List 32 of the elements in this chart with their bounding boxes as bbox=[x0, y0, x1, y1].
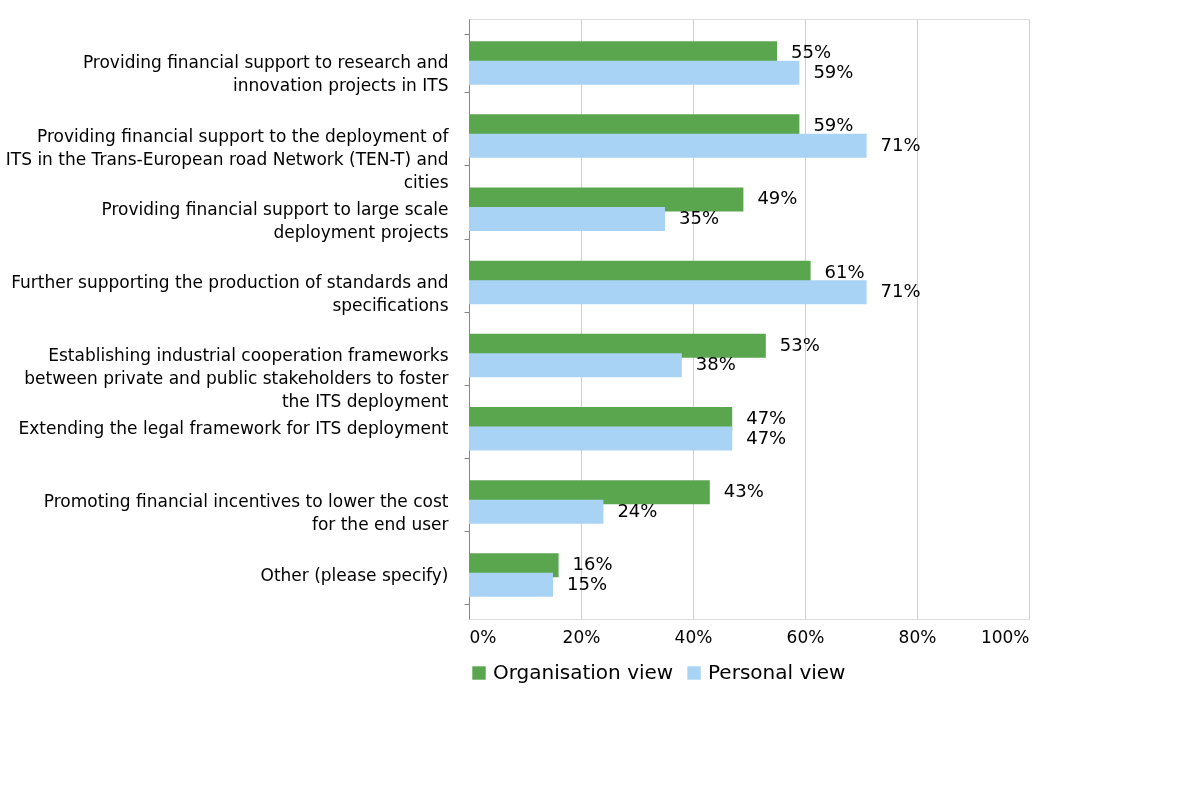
y-tick-label: Promoting financial incentives to lower the cost for the end user bbox=[43, 491, 449, 535]
data-label: 53% bbox=[779, 333, 820, 355]
data-label: 71% bbox=[880, 280, 921, 302]
x-tick-label: 0% bbox=[469, 626, 497, 647]
data-label: 71% bbox=[880, 133, 921, 155]
data-label: 59% bbox=[813, 60, 854, 82]
y-tick-label: Establishing industrial cooperation frameworks between private and public stakeholders to foster the ITS deployment bbox=[24, 345, 449, 412]
x-tick-label: 20% bbox=[562, 626, 601, 647]
x-tick-label: 100% bbox=[980, 626, 1030, 647]
y-tick-label: Extending the legal framework for ITS deployment bbox=[18, 418, 449, 439]
data-label: 35% bbox=[679, 207, 720, 228]
x-tick-label: 40% bbox=[674, 626, 713, 647]
data-label: 38% bbox=[695, 353, 736, 375]
data-label: 59% bbox=[813, 114, 854, 136]
data-label: 47% bbox=[746, 426, 787, 448]
y-tick-label: Providing financial support to research and innovation projects in ITS bbox=[82, 52, 449, 96]
x-tick-label: 80% bbox=[898, 626, 937, 647]
data-label: 61% bbox=[824, 260, 865, 282]
y-tick-label: Further supporting the production of standards and specifications bbox=[11, 271, 449, 315]
data-label: 15% bbox=[567, 572, 608, 594]
data-label: 55% bbox=[791, 41, 832, 63]
legend-label: Organisation view bbox=[493, 660, 674, 684]
y-tick-label: Providing financial support to the deployment of ITS in the Trans-European road Network (TEN-T) and cities bbox=[5, 125, 450, 192]
y-tick-label: Providing financial support to large scale deployment projects bbox=[101, 198, 449, 242]
data-label: 43% bbox=[723, 480, 764, 502]
x-tick-label: 60% bbox=[786, 626, 825, 647]
data-label: 24% bbox=[617, 499, 658, 521]
legend-label: Personal view bbox=[708, 660, 846, 684]
y-tick-label: Other (please specify) bbox=[260, 564, 449, 585]
data-label: 49% bbox=[757, 187, 798, 209]
data-label: 47% bbox=[746, 407, 787, 428]
data-label: 16% bbox=[572, 553, 613, 575]
